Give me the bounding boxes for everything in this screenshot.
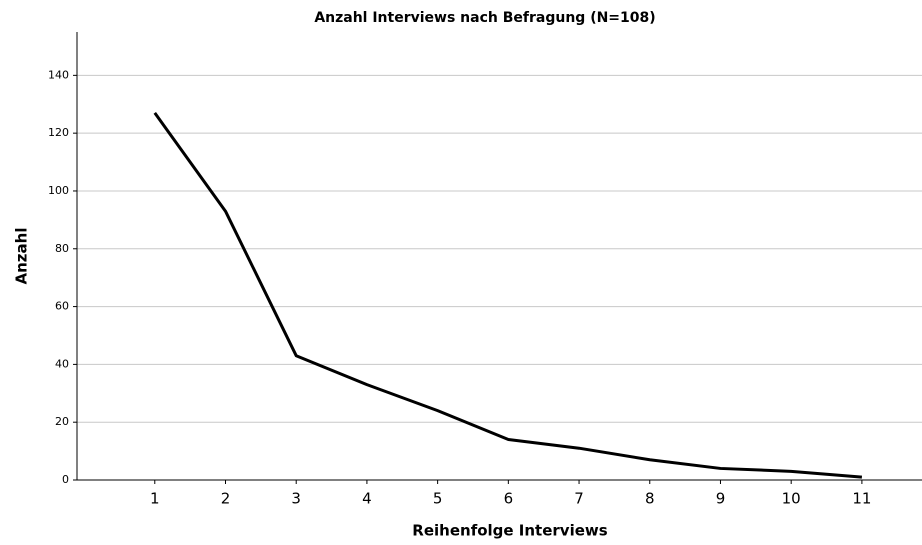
x-tick-label: 7 — [574, 490, 584, 508]
x-tick-label: 2 — [221, 490, 231, 508]
x-tick-label: 3 — [291, 490, 301, 508]
x-tick-label: 9 — [716, 490, 726, 508]
y-tick-label: 120 — [48, 126, 69, 139]
chart-title: Anzahl Interviews nach Befragung (N=108) — [314, 10, 655, 26]
y-tick-label: 80 — [55, 242, 69, 255]
line-series — [153, 112, 863, 479]
x-tick-label: 11 — [852, 490, 871, 508]
x-tick-label: 1 — [150, 490, 160, 508]
y-tick-label: 100 — [48, 184, 69, 197]
x-tick-label: 8 — [645, 490, 655, 508]
y-tick-label: 60 — [55, 300, 69, 313]
y-tick-label: 0 — [62, 473, 69, 486]
y-tick-label: 140 — [48, 68, 69, 81]
x-tick-label: 4 — [362, 490, 372, 508]
x-tick-label: 10 — [782, 490, 801, 508]
y-tick-label: 20 — [55, 415, 69, 428]
x-tick-label: 6 — [504, 490, 514, 508]
x-tick-label: 5 — [433, 490, 443, 508]
x-axis-label: Reihenfolge Interviews — [412, 522, 607, 540]
y-tick-label: 40 — [55, 357, 69, 370]
y-axis-label: Anzahl — [13, 228, 31, 285]
